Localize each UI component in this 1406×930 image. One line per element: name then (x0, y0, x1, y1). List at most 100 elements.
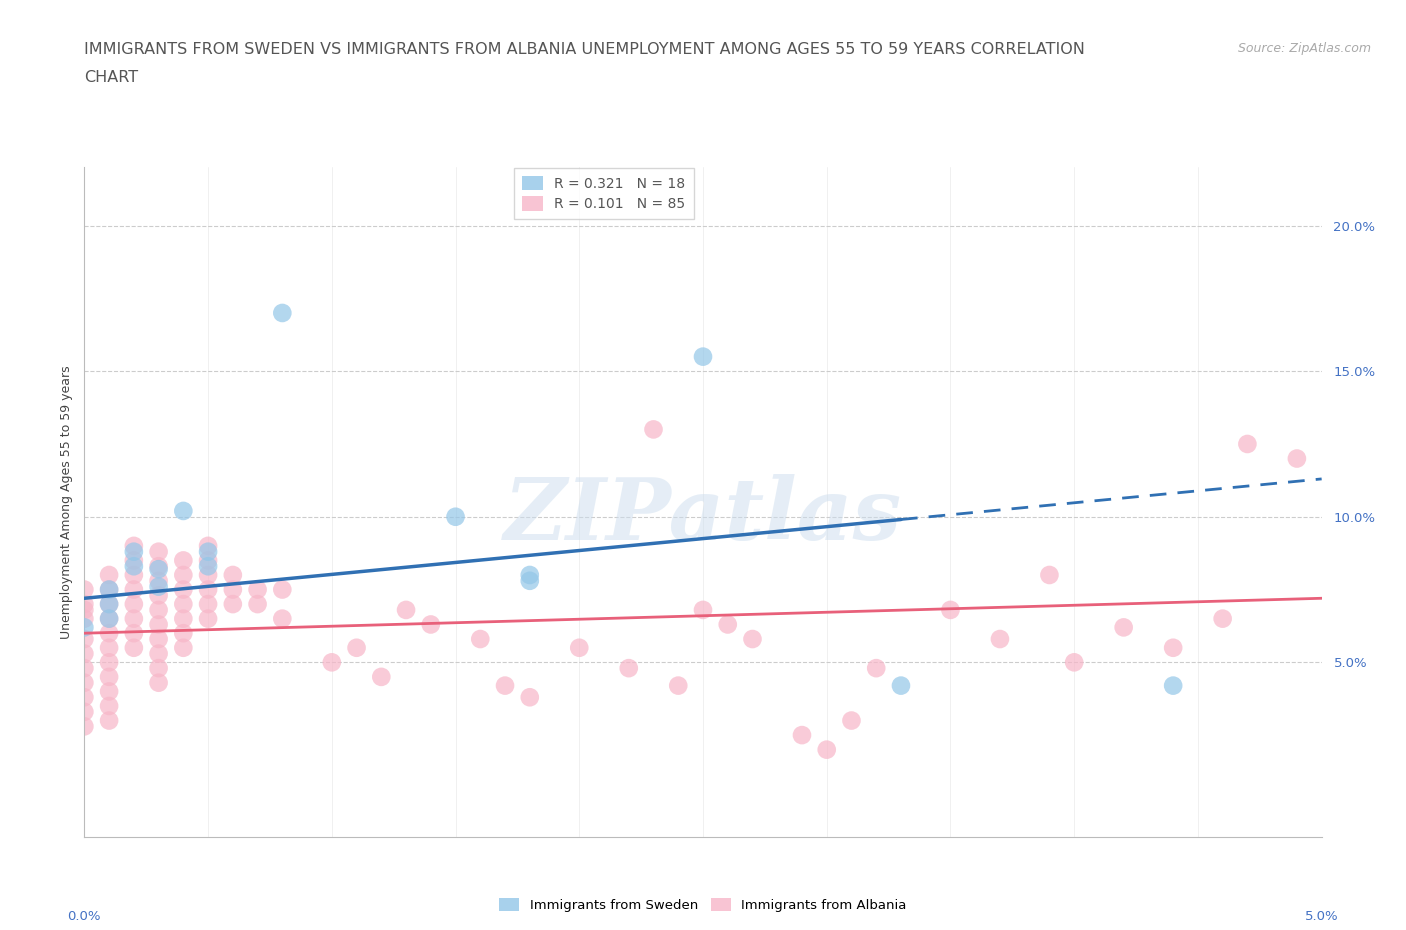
Point (122, 538, 145, 553)
Point (148, 603, 170, 618)
Point (617, 660, 640, 675)
Point (148, 646, 170, 661)
Point (98, 567, 121, 582)
Point (148, 631, 170, 646)
Point (1236, 436, 1258, 451)
Point (73, 660, 96, 675)
Point (172, 582, 194, 597)
Point (98, 597, 121, 612)
Point (122, 544, 145, 559)
Point (73, 631, 96, 646)
Point (98, 597, 121, 612)
Point (148, 579, 170, 594)
Point (666, 678, 689, 693)
Point (271, 582, 294, 597)
Point (692, 603, 714, 618)
Point (197, 544, 219, 559)
Point (122, 582, 145, 597)
Point (197, 538, 219, 553)
Point (98, 582, 121, 597)
Legend: R = 0.321   N = 18, R = 0.101   N = 85: R = 0.321 N = 18, R = 0.101 N = 85 (515, 167, 695, 219)
Point (172, 641, 194, 656)
Point (470, 631, 492, 646)
Text: Source: ZipAtlas.com: Source: ZipAtlas.com (1237, 42, 1371, 55)
Point (271, 306, 294, 321)
Point (197, 553, 219, 568)
Point (98, 611, 121, 626)
Point (321, 655, 343, 670)
Point (148, 574, 170, 589)
Point (841, 713, 863, 728)
Point (370, 670, 392, 684)
Point (98, 698, 121, 713)
Point (222, 597, 245, 612)
Point (1161, 678, 1184, 693)
Point (73, 597, 96, 612)
Point (172, 553, 194, 568)
Point (890, 678, 912, 693)
Point (148, 544, 170, 559)
Point (98, 670, 121, 684)
Point (148, 617, 170, 631)
Point (346, 641, 368, 656)
Point (1285, 451, 1308, 466)
Point (419, 617, 441, 631)
Point (790, 727, 813, 742)
Point (222, 582, 245, 597)
Point (197, 582, 219, 597)
Point (122, 567, 145, 582)
Point (717, 617, 740, 631)
Text: 5.0%: 5.0% (1305, 910, 1339, 923)
Point (444, 510, 467, 525)
Point (73, 620, 96, 635)
Point (271, 611, 294, 626)
Point (122, 559, 145, 574)
Point (73, 611, 96, 626)
Text: 0.0%: 0.0% (67, 910, 101, 923)
Text: CHART: CHART (84, 70, 138, 85)
Point (73, 603, 96, 618)
Point (73, 675, 96, 690)
Point (98, 655, 121, 670)
Point (148, 660, 170, 675)
Point (519, 574, 541, 589)
Point (246, 582, 269, 597)
Point (865, 660, 887, 675)
Point (172, 597, 194, 612)
Point (98, 641, 121, 656)
Point (73, 582, 96, 597)
Point (73, 704, 96, 719)
Point (1038, 567, 1060, 582)
Point (815, 742, 838, 757)
Point (197, 611, 219, 626)
Point (73, 690, 96, 705)
Point (98, 684, 121, 698)
Text: IMMIGRANTS FROM SWEDEN VS IMMIGRANTS FROM ALBANIA UNEMPLOYMENT AMONG AGES 55 TO : IMMIGRANTS FROM SWEDEN VS IMMIGRANTS FRO… (84, 42, 1085, 57)
Point (643, 422, 665, 437)
Point (197, 597, 219, 612)
Point (122, 611, 145, 626)
Point (939, 603, 962, 618)
Point (1161, 641, 1184, 656)
Point (246, 597, 269, 612)
Point (395, 603, 418, 618)
Point (122, 641, 145, 656)
Point (148, 559, 170, 574)
Point (741, 631, 763, 646)
Point (148, 588, 170, 603)
Point (172, 567, 194, 582)
Point (73, 646, 96, 661)
Point (1112, 620, 1135, 635)
Point (122, 626, 145, 641)
Point (1212, 611, 1234, 626)
Point (148, 675, 170, 690)
Point (197, 559, 219, 574)
Point (148, 562, 170, 577)
Point (122, 553, 145, 568)
Point (73, 719, 96, 734)
Point (519, 690, 541, 705)
Text: ZIPatlas: ZIPatlas (503, 474, 903, 557)
Point (988, 631, 1011, 646)
Y-axis label: Unemployment Among Ages 55 to 59 years: Unemployment Among Ages 55 to 59 years (60, 365, 73, 639)
Point (494, 678, 516, 693)
